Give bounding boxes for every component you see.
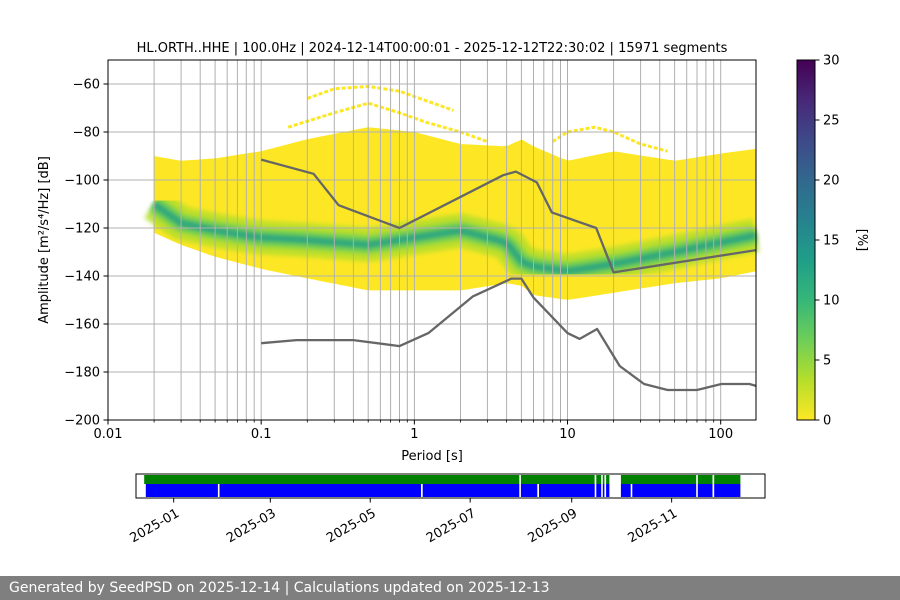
colorbar: [796, 59, 816, 421]
x-axis: 0.01 0.1 1 10 100: [94, 420, 733, 442]
availability-segment-data: [596, 475, 602, 484]
chart-title: HL.ORTH..HHE | 100.0Hz | 2024-12-14T00:0…: [137, 41, 728, 56]
footer: Generated by SeedPSD on 2025-12-14 | Cal…: [0, 576, 900, 600]
date-tick-label: 2025-01: [128, 506, 183, 546]
availability-segment-psd: [606, 484, 610, 497]
y-tick-label: −80: [73, 126, 100, 141]
colorbar-tick-label: 0: [823, 414, 831, 429]
colorbar-tick-label: 30: [823, 54, 840, 69]
y-tick-label: −180: [64, 366, 100, 381]
date-tick-label: 2025-05: [324, 506, 379, 546]
colorbar-tick-label: 15: [823, 234, 840, 249]
availability-frame: [135, 473, 766, 499]
availability-segment-data: [697, 475, 713, 484]
y-tick-label: −120: [64, 222, 100, 237]
availability-segment-data: [714, 475, 741, 484]
colorbar-tick-label: 25: [823, 114, 840, 129]
availability-segment-psd: [714, 484, 741, 497]
availability-segment-data: [606, 475, 610, 484]
y-tick-label: −140: [64, 270, 100, 285]
colorbar-tick-label: 5: [823, 354, 831, 369]
y-axis-label: Amplitude [m²/s⁴/Hz] [dB]: [37, 156, 52, 324]
noise-model-nlnm: [261, 277, 757, 392]
availability-segment-data: [520, 475, 595, 484]
date-tick-label: 2025-03: [224, 506, 279, 546]
availability-segment-psd: [620, 484, 631, 497]
x-tick-label: 1: [410, 427, 418, 442]
availability-segment-psd: [422, 484, 520, 497]
x-tick-label: 0.01: [94, 427, 123, 442]
y-tick-label: −100: [64, 174, 100, 189]
y-tick-label: −160: [64, 318, 100, 333]
y-axis: −60 −80 −100 −120 −140 −160 −180 −200: [64, 78, 108, 429]
availability-axis: 2025-01 2025-03 2025-05 2025-07 2025-09 2025-…: [128, 498, 680, 546]
x-tick-label: 10: [559, 427, 576, 442]
date-tick-label: 2025-09: [526, 506, 581, 546]
y-tick-label: −200: [64, 414, 100, 429]
date-tick-label: 2025-07: [424, 506, 479, 546]
noise-models: [260, 158, 757, 392]
x-axis-label: Period [s]: [401, 449, 463, 464]
availability-bar: [144, 475, 741, 497]
psd-envelope: [154, 127, 757, 300]
colorbar-tick-label: 20: [823, 174, 840, 189]
colorbar-axis: 0 5 10 15 20 25 30: [815, 54, 840, 429]
x-tick-label: 0.1: [251, 427, 272, 442]
x-tick-label: 100: [708, 427, 733, 442]
psd-outlier-band: [306, 84, 455, 112]
availability-segment-psd: [219, 484, 421, 497]
y-tick-label: −60: [73, 78, 100, 93]
date-tick-label: 2025-11: [625, 506, 680, 546]
availability-segment-psd: [632, 484, 697, 497]
availability-segment-psd: [697, 484, 713, 497]
availability-segment-data: [602, 475, 605, 484]
availability-segment-data: [144, 475, 520, 484]
availability-segment-psd: [520, 484, 538, 497]
availability-segment-psd: [539, 484, 595, 497]
availability-segment-psd: [602, 484, 605, 497]
noise-model-nhnm: [260, 158, 757, 274]
availability-segment-psd: [145, 484, 218, 497]
plot-frame: [107, 59, 757, 421]
colorbar-tick-label: 10: [823, 294, 840, 309]
availability-segment-data: [620, 475, 697, 484]
ppsd-histogram: [143, 84, 767, 300]
availability-segment-psd: [596, 484, 602, 497]
psd-outlier-band: [551, 125, 668, 153]
colorbar-label: [%]: [854, 229, 869, 252]
